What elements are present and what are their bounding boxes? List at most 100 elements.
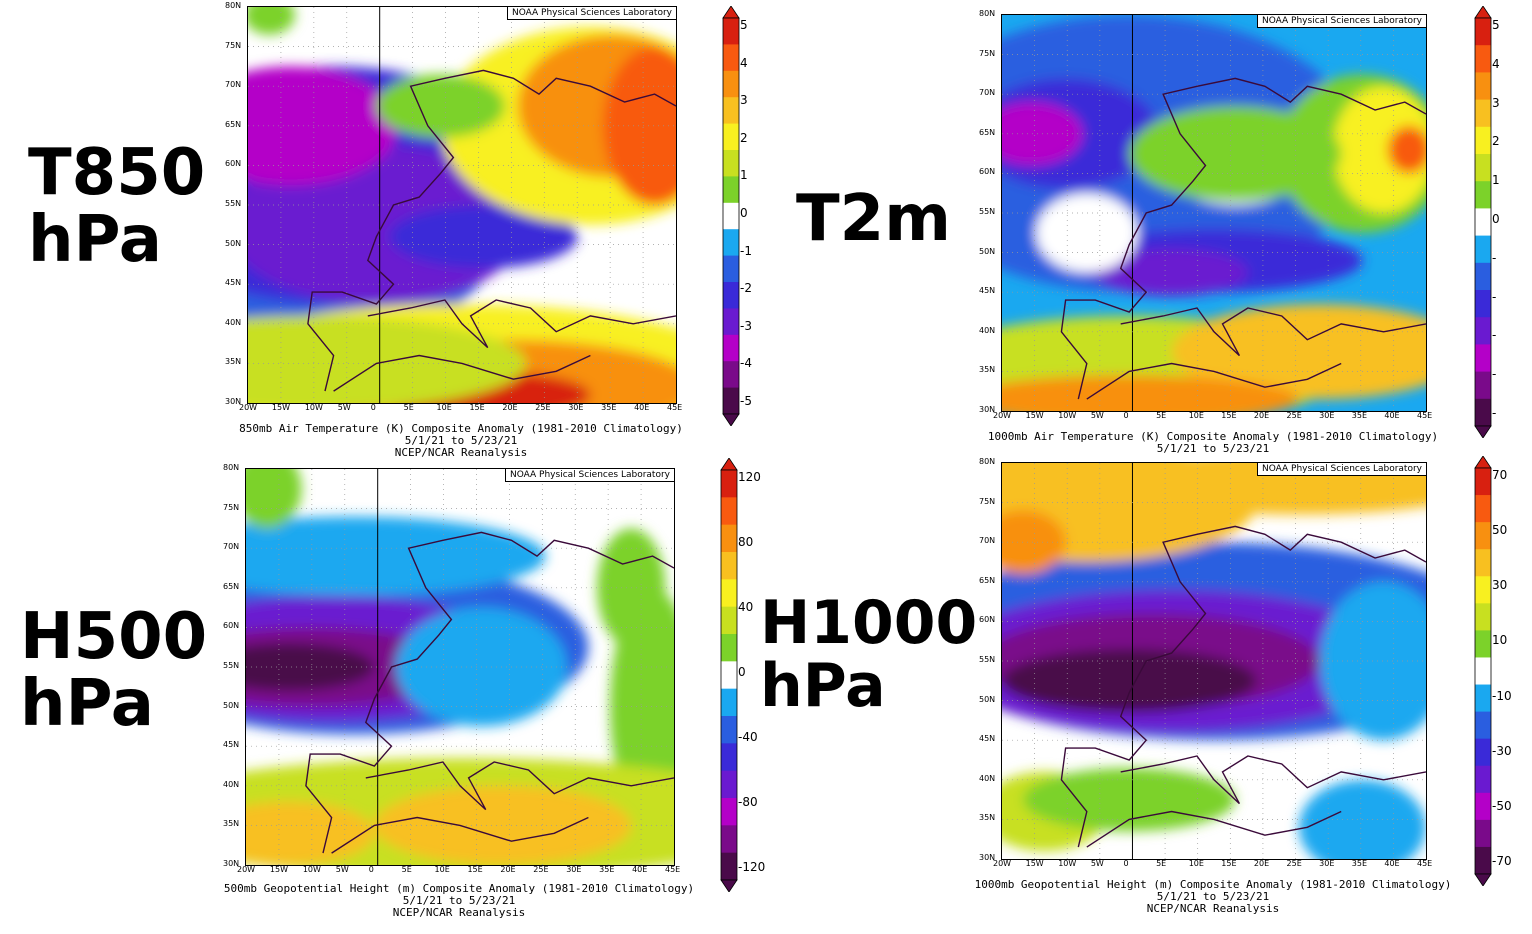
anomaly-region xyxy=(248,66,398,186)
coastline xyxy=(333,354,591,392)
colorbar-tick-label: -10 xyxy=(1492,688,1512,703)
lon-tick-label: 20E xyxy=(502,403,518,412)
h1000-colorbar xyxy=(1474,456,1492,886)
colorbar-tick-label: 120 xyxy=(738,470,761,484)
coastline xyxy=(1086,362,1342,400)
anomaly-region xyxy=(1035,193,1138,273)
colorbar-segment xyxy=(721,634,737,662)
colorbar-segment xyxy=(721,825,737,854)
colorbar-min-arrow xyxy=(1474,873,1492,886)
colorbar-tick-label: 0 xyxy=(740,206,748,220)
colorbar-tick-label: 80 xyxy=(738,535,754,549)
colorbar-segment xyxy=(1475,208,1491,237)
lat-tick-label: 50N xyxy=(979,694,996,704)
colorbar-tick-label: 2 xyxy=(1492,134,1500,149)
t2m-anomaly-field xyxy=(1002,15,1426,411)
lat-tick-label: 75N xyxy=(979,48,996,58)
map-caption-line: NCEP/NCAR Reanalysis xyxy=(1146,902,1280,915)
lon-tick-label: 20E xyxy=(1253,411,1270,420)
lon-tick-label: 20W xyxy=(237,865,256,874)
map-caption-line: 5/1/21 to 5/23/21 xyxy=(1156,890,1270,903)
colorbar-segment xyxy=(723,361,739,389)
lat-tick-label: 45N xyxy=(223,740,240,750)
lon-tick-label: 30E xyxy=(568,403,584,412)
anomaly-region xyxy=(374,785,632,865)
map-caption-line: 5/1/21 to 5/23/21 xyxy=(1156,442,1270,455)
colorbar-segment xyxy=(1475,99,1491,128)
colorbar-tick-label: 5 xyxy=(740,18,748,32)
lon-tick-label: 5E xyxy=(1156,859,1167,868)
lon-tick-label: 20E xyxy=(1253,859,1270,868)
anomaly-region xyxy=(1002,649,1257,713)
lat-tick-label: 80N xyxy=(225,1,242,10)
anomaly-region xyxy=(246,801,375,865)
lon-tick-label: 35E xyxy=(1351,411,1367,420)
lat-tick-label: 70N xyxy=(979,88,996,98)
lon-tick-label: 10E xyxy=(1188,859,1204,868)
lon-tick-label: 10E xyxy=(436,403,452,412)
lat-tick-label: 35N xyxy=(223,819,240,829)
lon-tick-label: 10W xyxy=(302,865,321,874)
lon-tick-label: 5E xyxy=(401,865,412,874)
lon-tick-label: 0 xyxy=(368,865,374,874)
colorbar-tick-label: 70 xyxy=(1492,468,1508,482)
lat-tick-label: 35N xyxy=(979,813,996,823)
colorbar-segment xyxy=(1475,72,1491,101)
coastline xyxy=(1120,307,1426,357)
lat-tick-label: 60N xyxy=(979,167,996,177)
lat-tick-label: 35N xyxy=(225,357,242,367)
lon-tick-label: 5W xyxy=(335,865,349,874)
lon-tick-label: 10E xyxy=(1188,411,1204,420)
colorbar-segment xyxy=(723,387,739,415)
colorbar-tick-label: 3 xyxy=(1492,95,1500,110)
lat-tick-label: 70N xyxy=(979,536,996,546)
anomaly-region xyxy=(603,46,676,205)
lon-tick-label: 45E xyxy=(667,403,683,412)
coastline xyxy=(1060,525,1426,848)
colorbar-segment xyxy=(1475,792,1491,821)
colorbar-segment xyxy=(721,743,737,772)
lat-tick-label: 75N xyxy=(225,40,242,50)
lon-tick-label: 35E xyxy=(601,403,617,412)
lat-tick-label: 45N xyxy=(225,278,242,288)
lat-tick-label: 50N xyxy=(225,238,242,248)
lat-tick-label: 80N xyxy=(223,463,240,472)
lon-tick-label: 5W xyxy=(1090,859,1104,868)
lon-tick-label: 20W xyxy=(993,411,1012,420)
coastline xyxy=(331,816,589,854)
colorbar-tick-label: 2 xyxy=(740,130,748,145)
h500-map: NOAA Physical Sciences Laboratory xyxy=(245,468,675,866)
colorbar-tick-label: - xyxy=(1492,250,1497,265)
t850-anomaly-field xyxy=(248,7,676,403)
lat-tick-label: 50N xyxy=(979,246,996,256)
colorbar-segment xyxy=(1475,468,1491,496)
colorbar-tick-label: 0 xyxy=(738,665,746,679)
lat-tick-label: 30N xyxy=(979,405,996,414)
coastline xyxy=(307,69,676,392)
lon-tick-label: 15E xyxy=(1221,411,1237,420)
colorbar-segment xyxy=(1475,181,1491,209)
colorbar-segment xyxy=(1475,765,1491,794)
colorbar-tick-label: - xyxy=(1492,328,1497,343)
colorbar-segment xyxy=(723,202,739,230)
colorbar-segment xyxy=(721,552,737,580)
colorbar-segment xyxy=(1475,154,1491,182)
anomaly-region xyxy=(1023,767,1236,832)
lon-tick-label: 30E xyxy=(1319,411,1335,420)
colorbar-segment xyxy=(723,18,739,45)
colorbar-segment xyxy=(1475,576,1491,604)
lat-tick-label: 40N xyxy=(223,779,240,789)
colorbar-tick-label: - xyxy=(1492,289,1497,304)
lat-tick-label: 50N xyxy=(223,700,240,710)
colorbar-tick-label: 40 xyxy=(738,600,754,614)
colorbar-max-arrow xyxy=(720,458,738,471)
colorbar-segment xyxy=(723,308,739,336)
colorbar-segment xyxy=(1475,262,1491,291)
anomaly-region xyxy=(1320,581,1426,741)
colorbar-tick-label: -50 xyxy=(1492,798,1512,813)
colorbar-tick-label: - xyxy=(1492,367,1497,382)
colorbar-segment xyxy=(723,176,739,204)
lon-tick-label: 10W xyxy=(1058,411,1077,420)
lon-tick-label: 25E xyxy=(1286,411,1302,420)
h500-big-label: H500 hPa xyxy=(20,603,207,738)
